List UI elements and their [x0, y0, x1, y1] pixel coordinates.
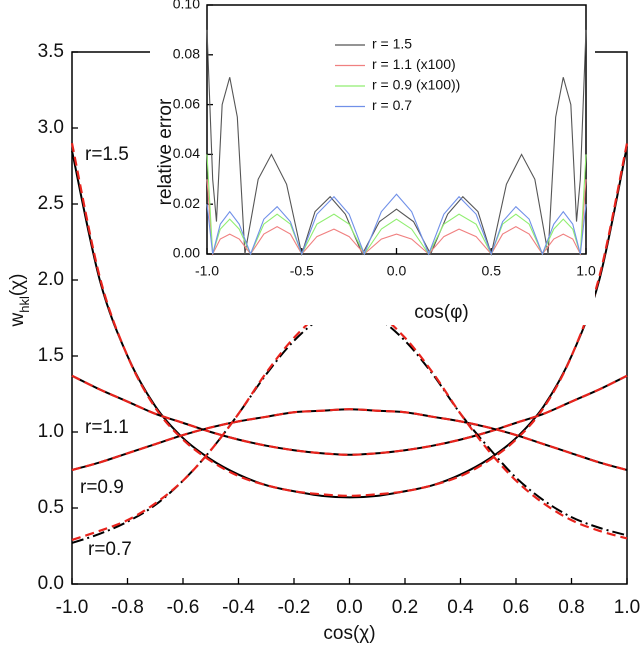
- y-axis-title-part: w: [7, 313, 28, 328]
- y-tick-label: 0.06: [173, 95, 200, 111]
- inset-background: [150, 0, 595, 325]
- curve-label: r=0.7: [88, 539, 132, 560]
- y-tick-label: 0.5: [38, 497, 64, 518]
- y-axis-title: whkl(χ): [7, 274, 32, 328]
- x-tick-label: 0.0: [387, 263, 407, 279]
- data-line: [71, 374, 628, 456]
- y-axis-title-part: (χ): [7, 274, 28, 297]
- x-tick-label: 0.8: [558, 597, 584, 618]
- error-line: [206, 29, 587, 257]
- y-tick-label: 3.5: [38, 41, 64, 62]
- curve-label: r=1.5: [85, 144, 129, 165]
- data-line: [71, 146, 628, 499]
- y-tick-label: 1.0: [38, 421, 64, 442]
- x-tick-label: 1.0: [576, 263, 596, 279]
- x-tick-label: -0.4: [222, 597, 255, 618]
- x-tick-label: -1.0: [195, 263, 219, 279]
- x-tick-label: 0.4: [447, 597, 474, 618]
- y-tick-label: 0.10: [173, 0, 200, 12]
- y-tick-label: 0.02: [173, 195, 200, 211]
- x-tick-label: -0.5: [290, 263, 314, 279]
- x-tick-label: 0.2: [392, 597, 418, 618]
- legend-label: r = 1.1 (x100): [372, 56, 456, 72]
- y-axis-title-sub: hkl: [17, 296, 32, 313]
- y-tick-label: 0.0: [38, 573, 64, 594]
- inset-x-title: cos(φ): [414, 302, 469, 323]
- curve-label: r=1.1: [85, 417, 129, 438]
- data-line: [71, 309, 628, 544]
- fit-line: [71, 374, 628, 456]
- x-tick-label: -0.8: [111, 597, 144, 618]
- y-tick-label: 2.0: [38, 269, 64, 290]
- y-tick-label: 0.04: [173, 145, 200, 161]
- curve-label: r=0.9: [80, 477, 124, 498]
- x-tick-label: 1.0: [614, 597, 640, 618]
- x-tick-label: -0.2: [278, 597, 311, 618]
- data-line: [71, 408, 628, 471]
- fit-line: [71, 304, 628, 541]
- y-tick-label: 1.5: [38, 345, 64, 366]
- x-tick-label: -1.0: [56, 597, 89, 618]
- error-line: [206, 193, 587, 256]
- legend-label: r = 0.7: [372, 97, 412, 113]
- x-tick-label: -0.6: [167, 597, 200, 618]
- legend-label: r = 1.5: [372, 36, 412, 52]
- y-tick-label: 3.0: [38, 117, 64, 138]
- y-tick-label: 0.00: [173, 245, 200, 261]
- x-tick-label: 0.5: [482, 263, 502, 279]
- x-axis-title: cos(χ): [323, 623, 375, 644]
- plot-frame: [206, 4, 587, 255]
- legend-label: r = 0.9 (x100)): [372, 77, 460, 93]
- x-tick-label: 0.6: [503, 597, 529, 618]
- x-tick-label: 0.0: [336, 597, 362, 618]
- inset-y-title: relative error: [155, 98, 176, 205]
- fit-line: [71, 408, 628, 472]
- y-tick-label: 2.5: [38, 193, 64, 214]
- y-tick-label: 0.08: [173, 46, 200, 62]
